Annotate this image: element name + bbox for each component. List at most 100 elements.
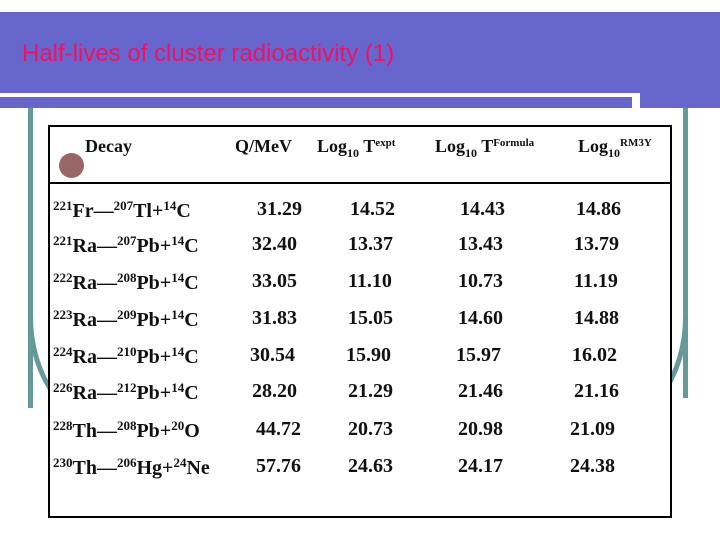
parent-element: Ra: [72, 382, 97, 404]
q-value: 28.20: [252, 380, 297, 402]
daughter-mass-number: 208: [116, 270, 137, 285]
log-t-formula-value: 13.43: [458, 233, 503, 255]
plus-sign: +: [152, 200, 164, 222]
plus-sign: +: [159, 309, 172, 331]
decay-equation: 228Th—208Pb+20O: [53, 418, 200, 443]
bullet-dot-icon: [59, 153, 84, 178]
parent-element: Ra: [72, 309, 97, 331]
table-row: 228Th—208Pb+20O 44.72 20.73 20.98 21.09: [0, 418, 720, 448]
parent-element: Ra: [72, 235, 97, 257]
arrow-dash: —: [96, 420, 117, 442]
header-q-mev: Q/MeV: [235, 136, 292, 156]
log-rm3y-value: 21.09: [570, 418, 615, 440]
decay-equation: 226Ra—212Pb+14C: [53, 380, 199, 405]
plus-sign: +: [159, 346, 172, 368]
cluster-mass-number: 24: [173, 455, 187, 470]
parent-mass-number: 221: [53, 233, 73, 248]
log-t-expt-value: 21.29: [348, 380, 393, 402]
log-t-expt-value: 15.90: [346, 344, 391, 366]
parent-element: Th: [72, 420, 97, 442]
q-value: 31.29: [257, 198, 302, 220]
daughter-mass-number: 207: [113, 198, 134, 213]
parent-element: Ra: [72, 346, 97, 368]
arrow-dash: —: [93, 200, 114, 222]
parent-element: Ra: [72, 272, 97, 294]
arrow-dash: —: [96, 235, 117, 257]
log-t-expt-value: 24.63: [348, 455, 393, 477]
cluster-mass-number: 14: [171, 270, 185, 285]
cluster-element: C: [184, 382, 199, 404]
log-t-formula-value: 24.17: [458, 455, 503, 477]
daughter-element: Pb: [136, 272, 160, 294]
q-value: 57.76: [256, 455, 301, 477]
decay-equation: 224Ra—210Pb+14C: [53, 344, 199, 369]
table-row: 223Ra—209Pb+14C 31.83 15.05 14.60 14.88: [0, 307, 720, 337]
daughter-mass-number: 207: [116, 233, 137, 248]
cluster-element: C: [184, 309, 199, 331]
cluster-element: O: [184, 420, 200, 442]
title-bar-right-block: [640, 12, 720, 108]
arrow-dash: —: [96, 382, 117, 404]
log-t-formula-value: 14.60: [458, 307, 503, 329]
arrow-dash: —: [96, 346, 117, 368]
table-row: 226Ra—212Pb+14C 28.20 21.29 21.46 21.16: [0, 380, 720, 410]
cluster-mass-number: 14: [171, 233, 185, 248]
title-bottom-strip: [0, 97, 632, 108]
parent-mass-number: 228: [53, 418, 73, 433]
log-t-expt-value: 20.73: [348, 418, 393, 440]
daughter-mass-number: 208: [116, 418, 137, 433]
daughter-element: Pb: [136, 420, 160, 442]
daughter-element: Pb: [136, 346, 160, 368]
table-row: 224Ra—210Pb+14C 30.54 15.90 15.97 16.02: [0, 344, 720, 374]
q-value: 44.72: [256, 418, 301, 440]
title-bar: [0, 12, 694, 93]
decay-equation: 223Ra—209Pb+14C: [53, 307, 199, 332]
header-log-rm3y: Log10RM3Y: [578, 136, 652, 160]
log-t-formula-value: 14.43: [460, 198, 505, 220]
daughter-mass-number: 209: [116, 307, 137, 322]
log-t-formula-value: 10.73: [458, 270, 503, 292]
cluster-element: C: [184, 272, 199, 294]
log-rm3y-value: 24.38: [570, 455, 615, 477]
log-t-formula-value: 20.98: [458, 418, 503, 440]
cluster-element: C: [184, 346, 199, 368]
table-row: 221Fr—207Tl+14C 31.29 14.52 14.43 14.86: [0, 198, 720, 228]
daughter-mass-number: 206: [116, 455, 137, 470]
q-value: 31.83: [252, 307, 297, 329]
daughter-element: Tl: [133, 200, 152, 222]
parent-mass-number: 221: [53, 198, 73, 213]
header-log-t-formula: Log10 TFormula: [435, 136, 535, 160]
log-rm3y-value: 16.02: [572, 344, 617, 366]
arrow-dash: —: [96, 457, 117, 479]
log-t-formula-value: 21.46: [458, 380, 503, 402]
table-row: 222Ra—208Pb+14C 33.05 11.10 10.73 11.19: [0, 270, 720, 300]
parent-mass-number: 224: [53, 344, 73, 359]
log-t-expt-value: 11.10: [348, 270, 392, 292]
daughter-mass-number: 212: [116, 380, 137, 395]
frame-left-line: [28, 108, 33, 408]
plus-sign: +: [159, 235, 172, 257]
parent-element: Th: [72, 457, 97, 479]
daughter-mass-number: 210: [116, 344, 137, 359]
header-decay: Decay: [85, 136, 132, 156]
arrow-dash: —: [96, 309, 117, 331]
plus-sign: +: [159, 382, 172, 404]
parent-mass-number: 230: [53, 455, 73, 470]
frame-right-line: [683, 108, 688, 398]
cluster-mass-number: 14: [171, 344, 185, 359]
log-t-expt-value: 15.05: [348, 307, 393, 329]
q-value: 30.54: [250, 344, 295, 366]
cluster-mass-number: 14: [171, 307, 185, 322]
log-t-expt-value: 13.37: [348, 233, 393, 255]
daughter-element: Pb: [136, 382, 160, 404]
slide-title: Half-lives of cluster radioactivity (1): [22, 40, 395, 67]
cluster-mass-number: 20: [171, 418, 185, 433]
decay-equation: 221Ra—207Pb+14C: [53, 233, 199, 258]
plus-sign: +: [159, 420, 172, 442]
parent-mass-number: 223: [53, 307, 73, 322]
parent-element: Fr: [72, 200, 94, 222]
table-row: 230Th—206Hg+24Ne 57.76 24.63 24.17 24.38: [0, 455, 720, 485]
q-value: 32.40: [252, 233, 297, 255]
log-rm3y-value: 11.19: [574, 270, 618, 292]
cluster-element: C: [176, 200, 191, 222]
